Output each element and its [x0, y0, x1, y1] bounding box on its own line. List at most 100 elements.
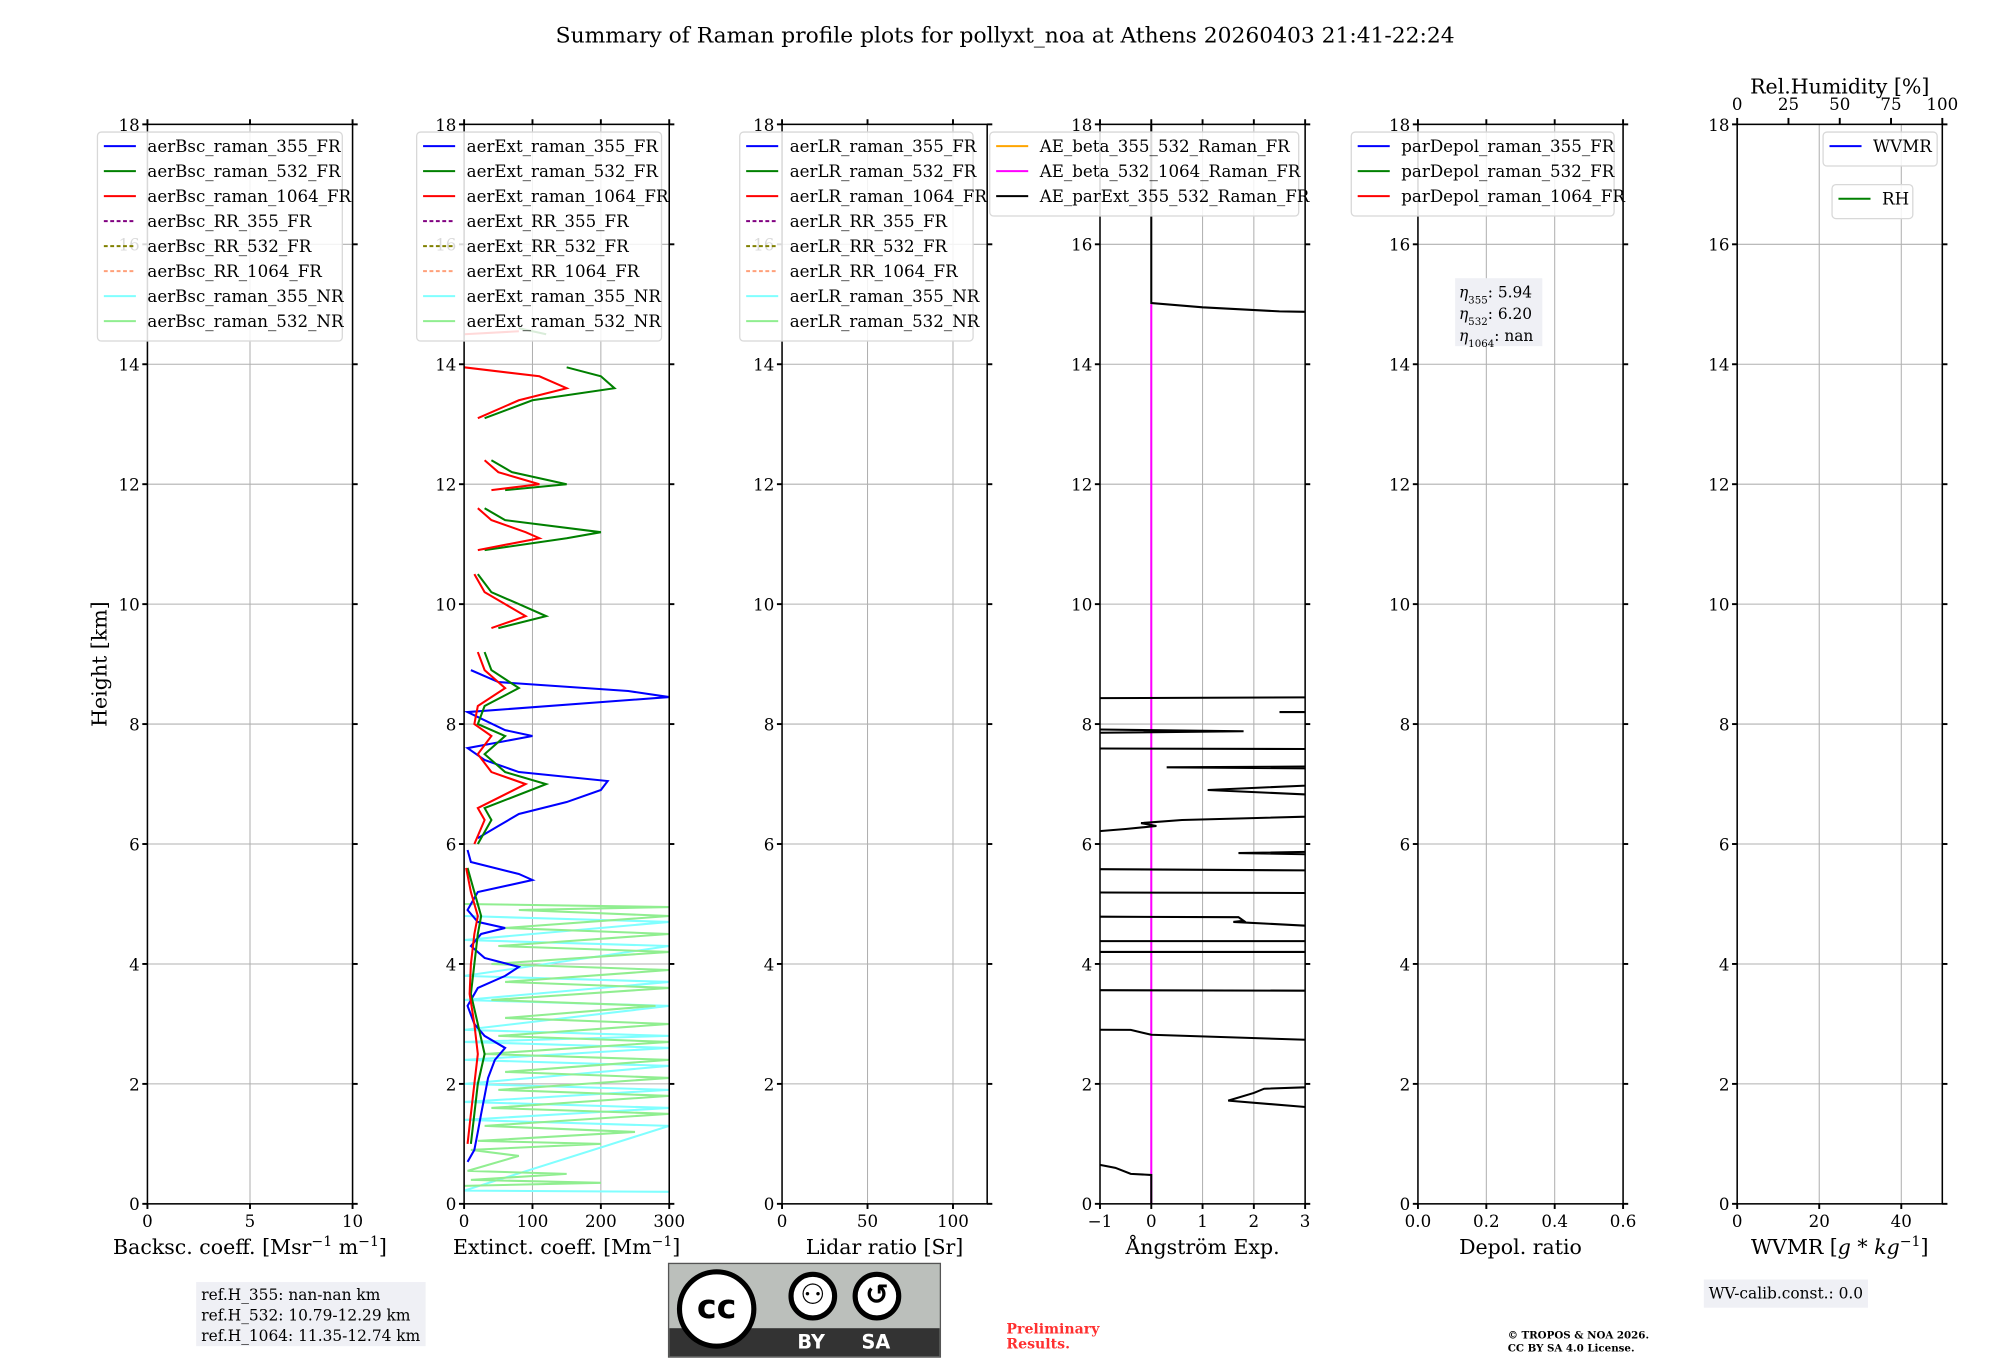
- legend-label: aerLR_raman_532_FR: [790, 162, 977, 181]
- legend: RH: [1831, 183, 1914, 220]
- series-group: [1099, 124, 1306, 1204]
- legend-label: aerExt_RR_355_FR: [467, 212, 629, 231]
- cc-icon: cc: [676, 1269, 757, 1349]
- x-label-part: Backsc. coeff. [Msr: [113, 1235, 312, 1259]
- y-tick-label: 8: [1400, 715, 1411, 734]
- axes-frame: [1736, 123, 1944, 1205]
- y-tick-label: 4: [764, 955, 775, 974]
- x-axis-label: Lidar ratio [Sr]: [806, 1235, 963, 1259]
- series-line-aerExt_raman_1064_FR: [465, 867, 479, 1144]
- y-tick-label: 4: [1400, 955, 1411, 974]
- x-tick-label: 50: [857, 1212, 878, 1231]
- y-tick-label: 0: [1719, 1195, 1730, 1214]
- x-label-part: WVMR [: [1751, 1235, 1838, 1259]
- series-line-aerExt_raman_1064_FR: [477, 507, 543, 552]
- legend-label: parDepol_raman_532_FR: [1401, 162, 1614, 181]
- series-line-AE_parExt_355_532_Raman_FR: [1207, 784, 1306, 796]
- y-tick-label: 2: [129, 1075, 140, 1094]
- y-tick-label: 6: [446, 835, 457, 854]
- x-axis-label: Depol. ratio: [1459, 1235, 1582, 1259]
- reference-heights-box: ref.H_355: nan-nan km ref.H_532: 10.79-1…: [196, 1282, 426, 1347]
- cc-license-logo: cc ⚇ ↺ BY SA: [667, 1262, 942, 1358]
- series-line-aerExt_raman_532_FR: [477, 573, 550, 630]
- legend-label: aerExt_raman_532_FR: [467, 162, 659, 181]
- eta-value: : 5.94: [1488, 283, 1533, 301]
- top-x-tick-label: 75: [1880, 95, 1901, 114]
- y-tick-label: 16: [1389, 236, 1410, 255]
- y-tick-label: 12: [435, 476, 456, 495]
- series-line-AE_parExt_355_532_Raman_FR: [1099, 989, 1306, 992]
- legend-label: aerLR_RR_532_FR: [790, 237, 948, 256]
- x-axis-label: Extinct. coeff. [Mm−1]: [453, 1234, 680, 1259]
- legend-label: aerExt_RR_532_FR: [467, 237, 629, 256]
- top-x-tick-label: 50: [1829, 95, 1850, 114]
- eta-subscript: 1064: [1468, 338, 1494, 350]
- y-tick-label: 18: [1389, 116, 1410, 135]
- y-tick-label: 12: [119, 476, 140, 495]
- y-tick-label: 10: [435, 596, 456, 615]
- legend-box: [1831, 183, 1914, 220]
- y-tick-label: 8: [1719, 715, 1730, 734]
- x-label-part: −1: [1900, 1234, 1921, 1250]
- eta-355: η355: 5.94: [1459, 283, 1532, 306]
- y-tick-label: 16: [1708, 236, 1729, 255]
- y-tick-label: 16: [1071, 236, 1092, 255]
- x-label-part: Lidar ratio [Sr]: [806, 1235, 963, 1259]
- x-tick-label: 0: [459, 1212, 470, 1231]
- series-line-aerExt_raman_355_NR: [464, 914, 670, 1193]
- legend-label: aerLR_RR_355_FR: [790, 212, 948, 231]
- x-label-part: g * kg: [1838, 1235, 1900, 1259]
- y-tick-label: 10: [1071, 596, 1092, 615]
- ref-height-532: ref.H_532: 10.79-12.29 km: [201, 1306, 411, 1325]
- legend-label: aerBsc_RR_1064_FR: [147, 262, 322, 281]
- y-tick-label: 2: [1400, 1075, 1411, 1094]
- x-tick-label: 1: [1197, 1212, 1208, 1231]
- legend-label: aerLR_raman_532_NR: [790, 312, 980, 331]
- legend: aerExt_raman_355_FR aerExt_raman_532_FRae…: [416, 131, 669, 342]
- legend-label: AE_beta_355_532_Raman_FR: [1039, 137, 1290, 156]
- x-label-part: m: [332, 1235, 358, 1259]
- legend-label: aerExt_RR_1064_FR: [467, 262, 640, 281]
- x-tick-label: 5: [245, 1212, 256, 1231]
- top-x-tick-label: 0: [1732, 95, 1743, 114]
- axes-frame: [781, 123, 988, 1205]
- legend-box: [96, 131, 343, 342]
- y-tick-label: 0: [1082, 1195, 1093, 1214]
- x-label-part: ]: [379, 1235, 387, 1259]
- y-tick-label: 14: [753, 356, 774, 375]
- y-tick-label: 8: [764, 715, 775, 734]
- top-x-tick-label: 100: [1926, 95, 1958, 114]
- x-label-part: −1: [311, 1234, 332, 1250]
- series-line-AE_parExt_355_532_Raman_FR: [1099, 1163, 1153, 1204]
- x-label-part: Ångström Exp.: [1124, 1234, 1279, 1259]
- legend-label: WVMR: [1873, 137, 1932, 156]
- y-tick-label: 12: [1071, 476, 1092, 495]
- y-tick-label: 8: [129, 715, 140, 734]
- panel-5: 0 2 4 6 8 10 12 14 16 18 0.0 0.2 0.4 0.6 Depol. ratio p…: [1350, 116, 1636, 1259]
- y-tick-label: 18: [435, 116, 456, 135]
- x-axis-label: WVMR [g * kg−1]: [1751, 1234, 1929, 1259]
- legend-label: parDepol_raman_1064_FR: [1401, 187, 1625, 206]
- ref-height-355: ref.H_355: nan-nan km: [201, 1285, 381, 1304]
- series-line-AE_parExt_355_532_Raman_FR: [1099, 696, 1306, 700]
- y-tick-label: 2: [1719, 1075, 1730, 1094]
- eta-symbol: η: [1459, 327, 1469, 345]
- legend-label: AE_parExt_355_532_Raman_FR: [1039, 187, 1310, 206]
- y-tick-label: 8: [446, 715, 457, 734]
- license-by-label: BY: [797, 1330, 825, 1354]
- y-tick-label: 18: [119, 116, 140, 135]
- series-line-aerExt_raman_1064_FR: [473, 651, 529, 845]
- y-tick-label: 0: [764, 1195, 775, 1214]
- y-axis-label: Height [km]: [87, 601, 111, 727]
- share-alike-icon: ↺: [852, 1271, 902, 1321]
- x-tick-label: 10: [342, 1212, 363, 1231]
- series-line-AE_parExt_355_532_Raman_FR: [1150, 124, 1306, 313]
- series-line-aerExt_raman_532_FR: [476, 651, 550, 845]
- legend-box: [739, 131, 974, 342]
- y-tick-label: 4: [129, 955, 140, 974]
- wv-calibration-box: WV-calib.const.: 0.0: [1703, 1279, 1868, 1308]
- x-label-part: ]: [1921, 1235, 1929, 1259]
- series-line-aerExt_raman_355_FR: [464, 669, 670, 839]
